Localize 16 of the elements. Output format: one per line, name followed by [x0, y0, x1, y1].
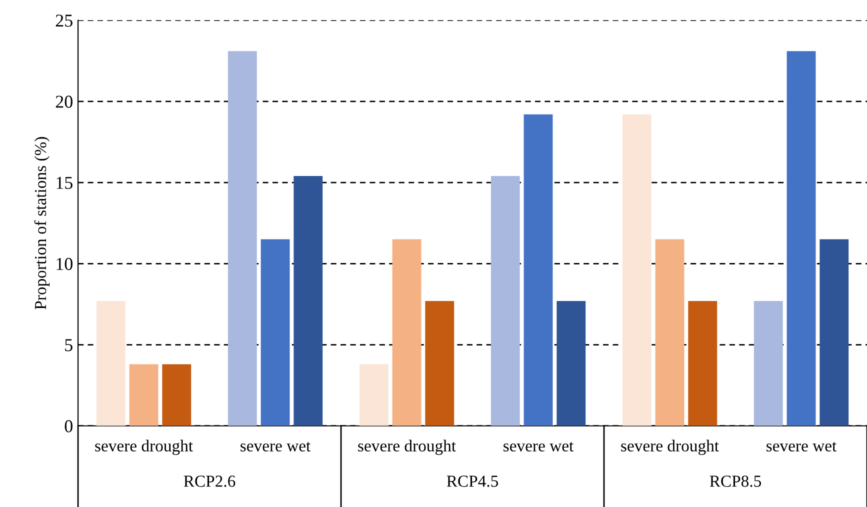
x-tick-label: severe wet	[766, 442, 837, 452]
text: RCP8.5	[710, 476, 762, 487]
y-axis-title: Proportion of stations (%)	[34, 137, 50, 310]
x-tick-label: severe wet	[240, 442, 311, 452]
x-tick-label: severe wet	[504, 442, 574, 452]
x-tick-label: severe drought	[621, 440, 719, 455]
x-tick-label: severe drought	[358, 440, 456, 455]
y-tick-label: 0	[64, 420, 72, 432]
y-tick-label: 5	[65, 339, 72, 352]
y-tick-label: 10	[56, 258, 72, 270]
y-tick-label: 25	[56, 14, 72, 27]
y-tick-label: 20	[56, 96, 72, 108]
y-tick-label: 15	[56, 176, 72, 189]
x-tick-label: severe drought	[95, 440, 193, 455]
text: RCP2.6	[184, 476, 236, 487]
text: RCP4.5	[446, 476, 498, 487]
